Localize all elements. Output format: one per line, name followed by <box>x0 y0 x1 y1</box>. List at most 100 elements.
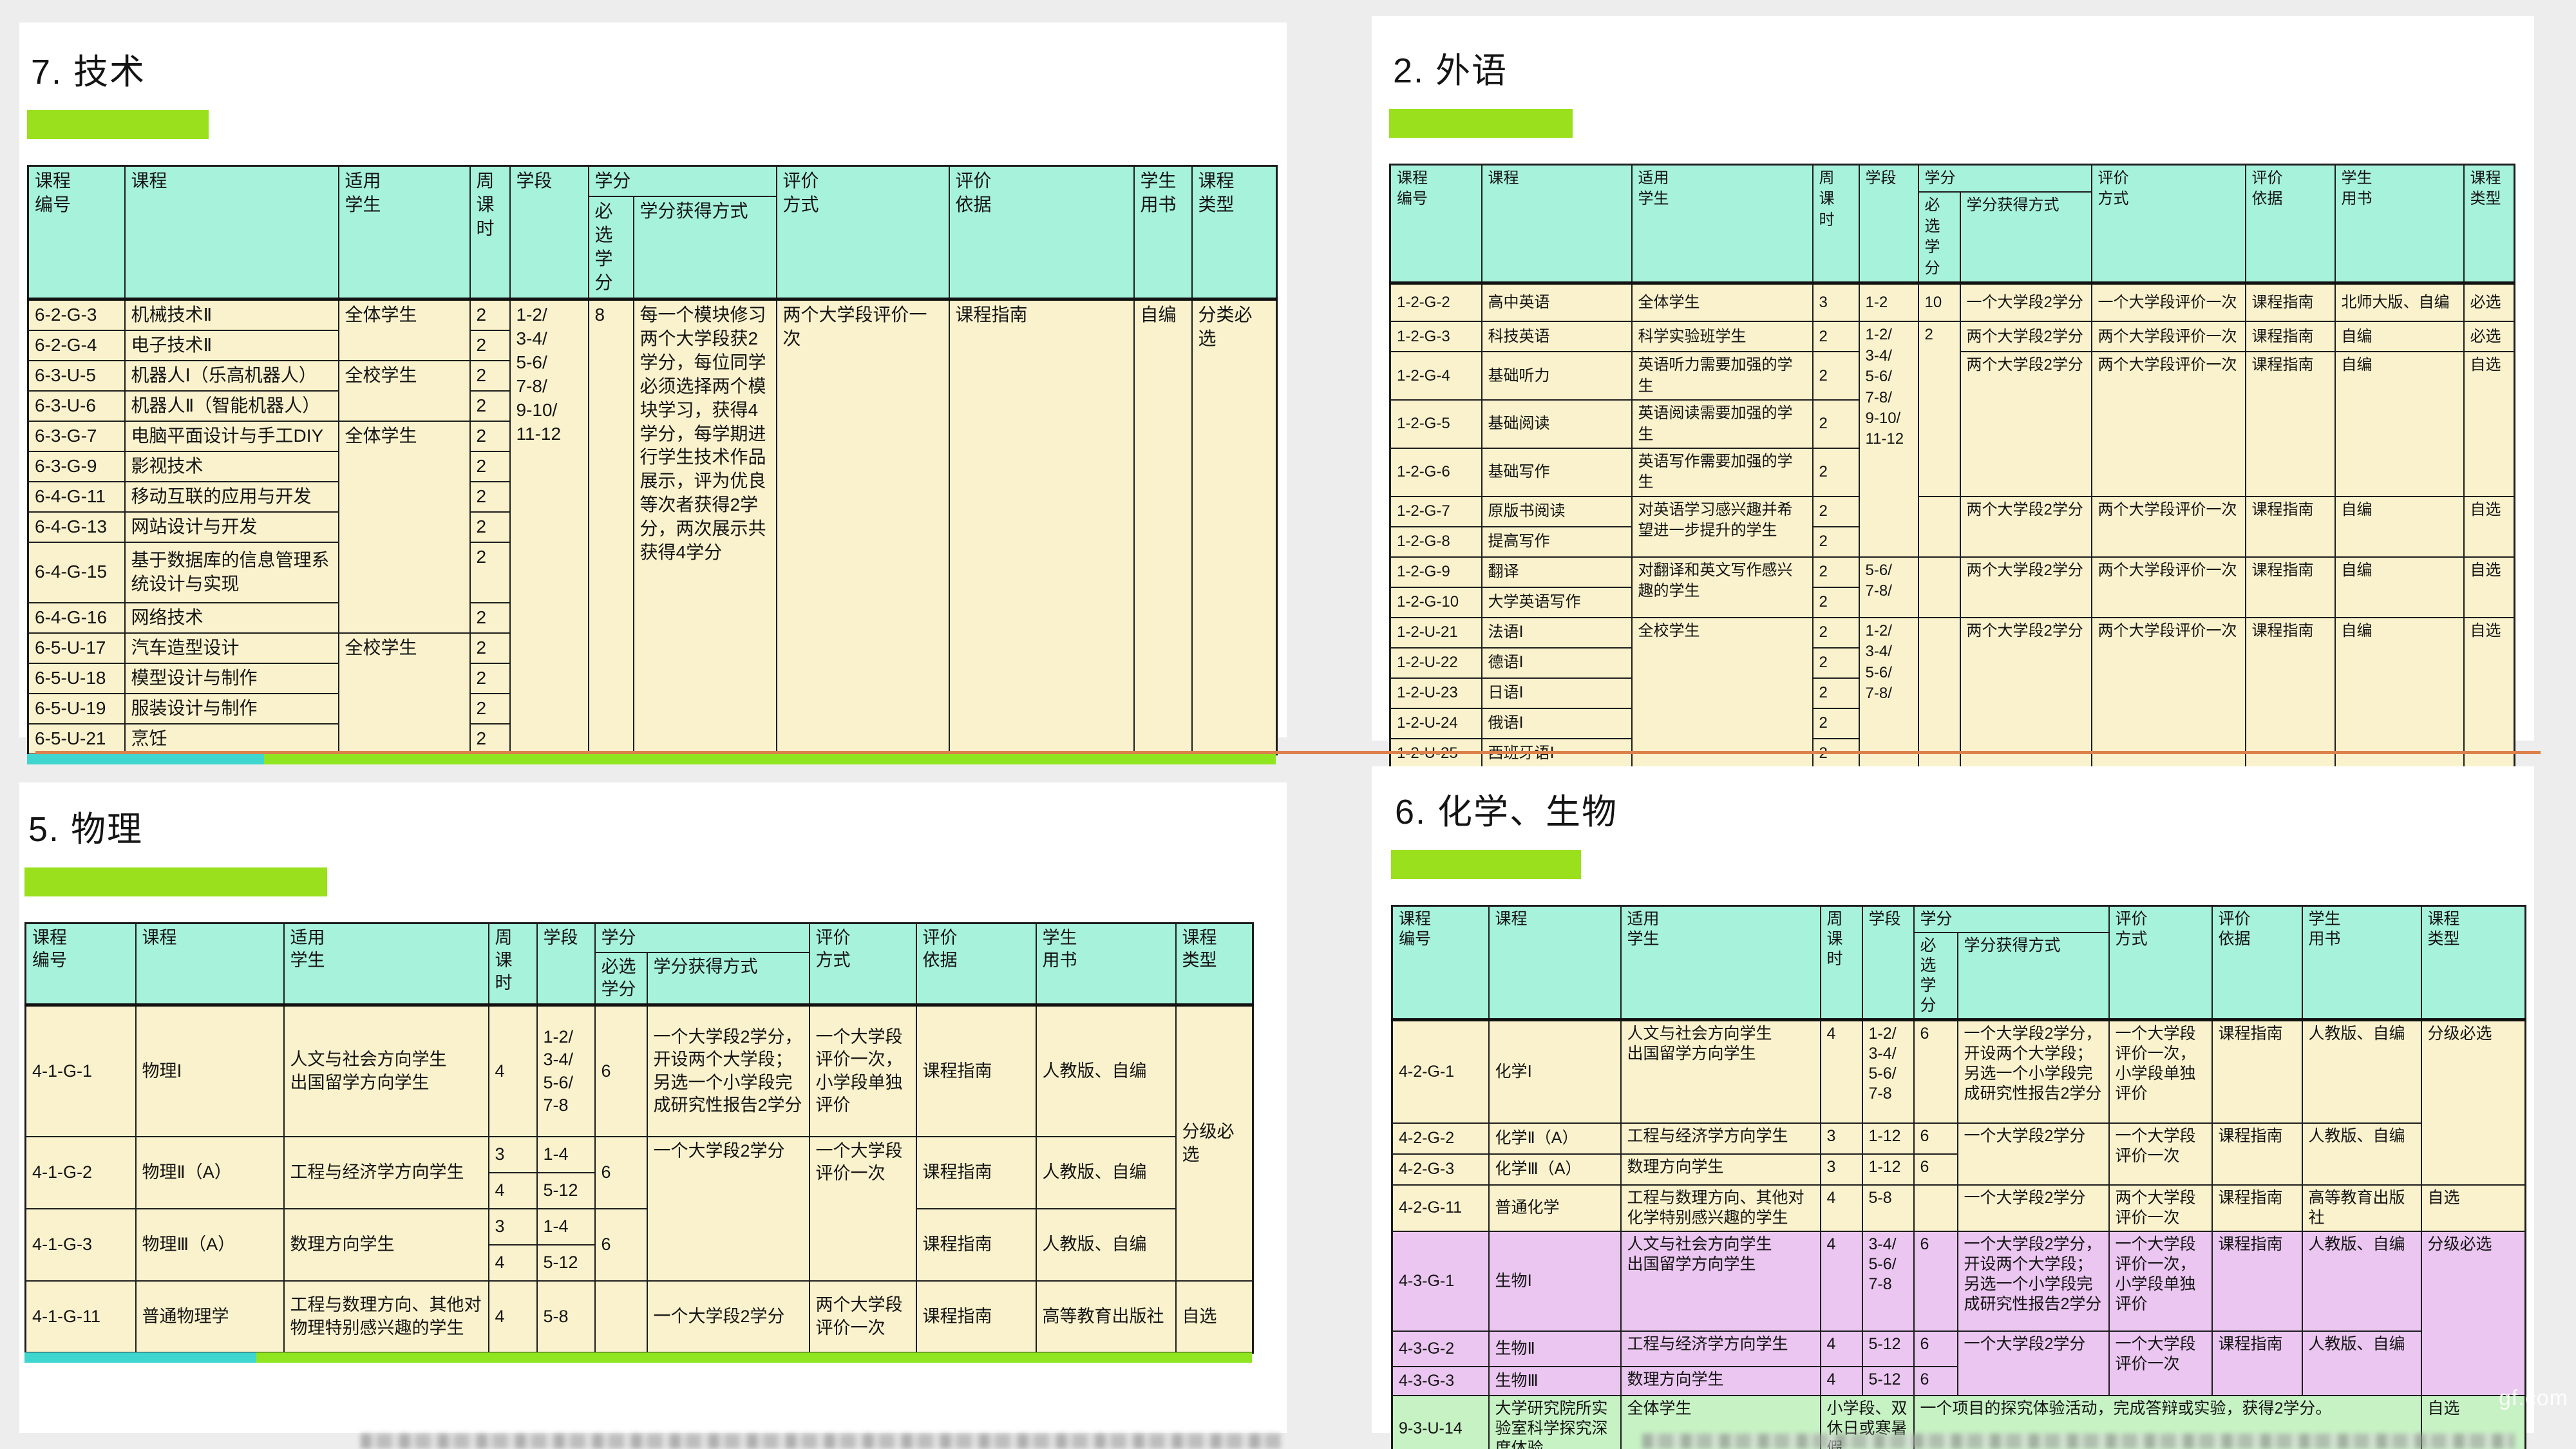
column-header: 评价 方式 <box>2090 164 2246 284</box>
table-cell: 6-5-U-21 <box>27 723 126 755</box>
table-cell: 4-2-G-3 <box>1391 1153 1490 1186</box>
table-row: 6-5-U-21 烹饪 2 <box>27 723 1277 755</box>
column-header: 评价 依据 <box>915 922 1037 1006</box>
table-cell: 2 <box>469 480 511 513</box>
course-table-foreign-language: 课程 编号 课程 适用 学生周 课 时学段 学分 评价 方式 评价 依据 学生 用书 课程 类… <box>1389 164 2515 800</box>
column-header: 学分获得方式 <box>1956 932 2110 1021</box>
table-cell: 普通化学 <box>1488 1184 1622 1232</box>
green-bar <box>256 1352 1252 1363</box>
table-cell: 2 <box>469 420 511 452</box>
table-cell: 2 <box>1812 448 1860 497</box>
table-cell: 2 <box>1812 616 1860 649</box>
table-cell: 全校学生 <box>337 632 471 755</box>
table-row: 9-3-U-14大学研究院所实验室科学探究深度体验全体学生小学段、双休日或寒暑假… <box>1391 1394 2526 1449</box>
table-cell: 普通物理学 <box>135 1280 285 1354</box>
table-cell: 人教版、自编 <box>2301 1330 2422 1396</box>
table-cell: 6 <box>1913 1365 1958 1396</box>
table-cell: 4-1-G-3 <box>24 1208 137 1282</box>
column-header: 课程 编号 <box>24 922 137 1006</box>
table-cell: 移动互联的应用与开发 <box>124 480 339 513</box>
table-cell: 6-4-G-16 <box>27 601 126 634</box>
column-header: 学生 用书 <box>2334 164 2465 284</box>
table-cell: 6 <box>1913 1330 1958 1367</box>
table-row: 4-3-G-2 生物Ⅱ 工程与经济学方向学生 4 5-12 6 一个大学段2学分 一个大学段评… <box>1391 1330 2526 1396</box>
table-cell: 2 <box>469 390 511 422</box>
table-cell: 4-2-G-2 <box>1391 1122 1490 1155</box>
table-cell: 两个大学段评价一次 <box>2090 556 2246 618</box>
table-cell: 全体学生 <box>337 420 471 634</box>
table-cell: 工程与经济学方向学生 <box>1620 1122 1821 1155</box>
table-cell: 课程指南 <box>2211 1019 2303 1124</box>
table-cell: 人教版、自编 <box>1035 1135 1177 1209</box>
table-cell: 4 <box>1819 1365 1863 1396</box>
table-cell: 6-5-U-17 <box>27 632 126 664</box>
table-cell: 4-2-G-1 <box>1391 1019 1490 1124</box>
table-cell: 德语Ⅰ <box>1481 647 1633 679</box>
table-cell: 一个大学段2学分 <box>1959 282 2092 323</box>
table-cell: 自编 <box>1133 298 1193 755</box>
table-row: 4-2-G-1 化学Ⅰ 人文与社会方向学生 出国留学方向学生 4 1-2/ 3-4/ 5… <box>1391 1019 2526 1186</box>
table-row: 4 5-12 <box>26 1171 1253 1209</box>
table-cell: 1-2/ 3-4/ 5-6/ 7-8/ 9-10/ 11-12 <box>1858 321 1919 558</box>
table-cell: 两个大学段评价一次 <box>808 1280 917 1354</box>
table-cell: 机器人Ⅰ（乐高机器人） <box>124 359 339 392</box>
table-cell: 网站设计与开发 <box>124 511 339 543</box>
column-header: 必选 学分 <box>594 952 648 1006</box>
table-cell: 自编 <box>2334 495 2465 558</box>
table-cell: 人教版、自编 <box>2301 1019 2422 1124</box>
table-row: 6-3-U-6 机器人Ⅱ（智能机器人） 2 <box>27 390 1277 422</box>
table-cell <box>1917 495 1961 558</box>
table-cell: 5-12 <box>536 1171 596 1209</box>
table-cell: 6 <box>1913 1122 1958 1155</box>
table-cell: 法语Ⅰ <box>1481 616 1633 649</box>
table-cell: 全体学生 <box>1631 282 1814 323</box>
table-cell: 一个大学段评价一次 <box>2108 1330 2213 1396</box>
table-row: 1-2-U-21 法语Ⅰ 全校学生 2 1-2/ 3-4/ 5-6/ 7-8/两个大学段… <box>1389 616 2515 800</box>
column-header: 学段 <box>1858 164 1919 284</box>
table-row: 6-5-U-17 汽车造型设计 全校学生 2 <box>27 632 1277 755</box>
cropped-text-blur <box>361 1434 1282 1449</box>
column-header: 课程 <box>135 922 285 1006</box>
section-physics: 5. 物理 课程 编号 课程 适用 学生周 课 时学段 学分 评价 方式 评价 依据 学生 … <box>19 782 1287 1433</box>
column-header: 学段 <box>1861 905 1915 1021</box>
table-cell: 工程与经济学方向学生 <box>1620 1330 1821 1367</box>
table-cell: 大学研究院所实验室科学探究深度体验 <box>1488 1394 1622 1449</box>
table-cell: 高等教育出版社 <box>2301 1184 2422 1232</box>
table-cell: 机器人Ⅱ（智能机器人） <box>124 390 339 422</box>
table-row: 6-4-G-15 基于数据库的信息管理系统设计与实现 2 <box>27 541 1277 603</box>
table-cell: 英语听力需要加强的学生 <box>1631 351 1814 401</box>
table-cell: 5-12 <box>536 1244 596 1282</box>
table-cell: 6 <box>594 1004 648 1137</box>
table-cell: 高中英语 <box>1481 282 1633 323</box>
table-row: 1-2-G-8 提高写作 2 <box>1389 526 2515 558</box>
table-cell: 课程指南 <box>2211 1122 2303 1186</box>
table-cell: 人教版、自编 <box>2301 1230 2422 1332</box>
course-table-physics: 课程 编号 课程 适用 学生周 课 时学段 学分 评价 方式 评价 依据 学生 用书 课程 类… <box>24 922 1254 1354</box>
accent-bar <box>24 867 327 896</box>
table-row: 1-2-U-23 日语Ⅰ 2 <box>1389 677 2515 709</box>
column-header: 适用 学生 <box>337 165 471 300</box>
table-cell: 6 <box>1913 1153 1958 1186</box>
section-title-chemistry-biology: 6. 化学、生物 <box>1395 793 1618 831</box>
table-cell: 服装设计与制作 <box>124 692 339 724</box>
table-row: 1-2-G-4 基础听力 英语听力需要加强的学生 2 两个大学段2学分 两个大学段评价一次… <box>1389 351 2515 497</box>
table-cell: 2 <box>1812 677 1860 709</box>
table-cell: 课程指南 <box>2244 321 2336 353</box>
column-header: 课程 编号 <box>1391 905 1490 1021</box>
table-cell: 两个大学段评价一次 <box>2108 1184 2213 1232</box>
table-row: 4-3-G-3 生物Ⅲ 数理方向学生 4 5-12 6 <box>1391 1365 2526 1396</box>
table-cell: 1-2/ 3-4/ 5-6/ 7-8/ 9-10/ 11-12 <box>509 298 589 755</box>
table-cell: 电脑平面设计与手工DIY <box>124 420 339 452</box>
column-header: 评价 方式 <box>808 922 917 1006</box>
table-cell: 6 <box>1913 1230 1958 1332</box>
table-cell: 人教版、自编 <box>1035 1208 1177 1282</box>
column-header: 学段 <box>509 165 589 300</box>
table-cell: 2 <box>1812 556 1860 588</box>
table-cell: 机械技术Ⅱ <box>124 298 339 331</box>
table-cell: 生物Ⅲ <box>1488 1365 1622 1396</box>
table-cell: 1-2-G-5 <box>1389 399 1482 450</box>
table-cell: 课程指南 <box>2244 556 2336 618</box>
table-row: 4 5-12 <box>26 1244 1253 1282</box>
table-cell: 化学Ⅰ <box>1488 1019 1622 1124</box>
column-header: 课程 类型 <box>2463 164 2515 284</box>
